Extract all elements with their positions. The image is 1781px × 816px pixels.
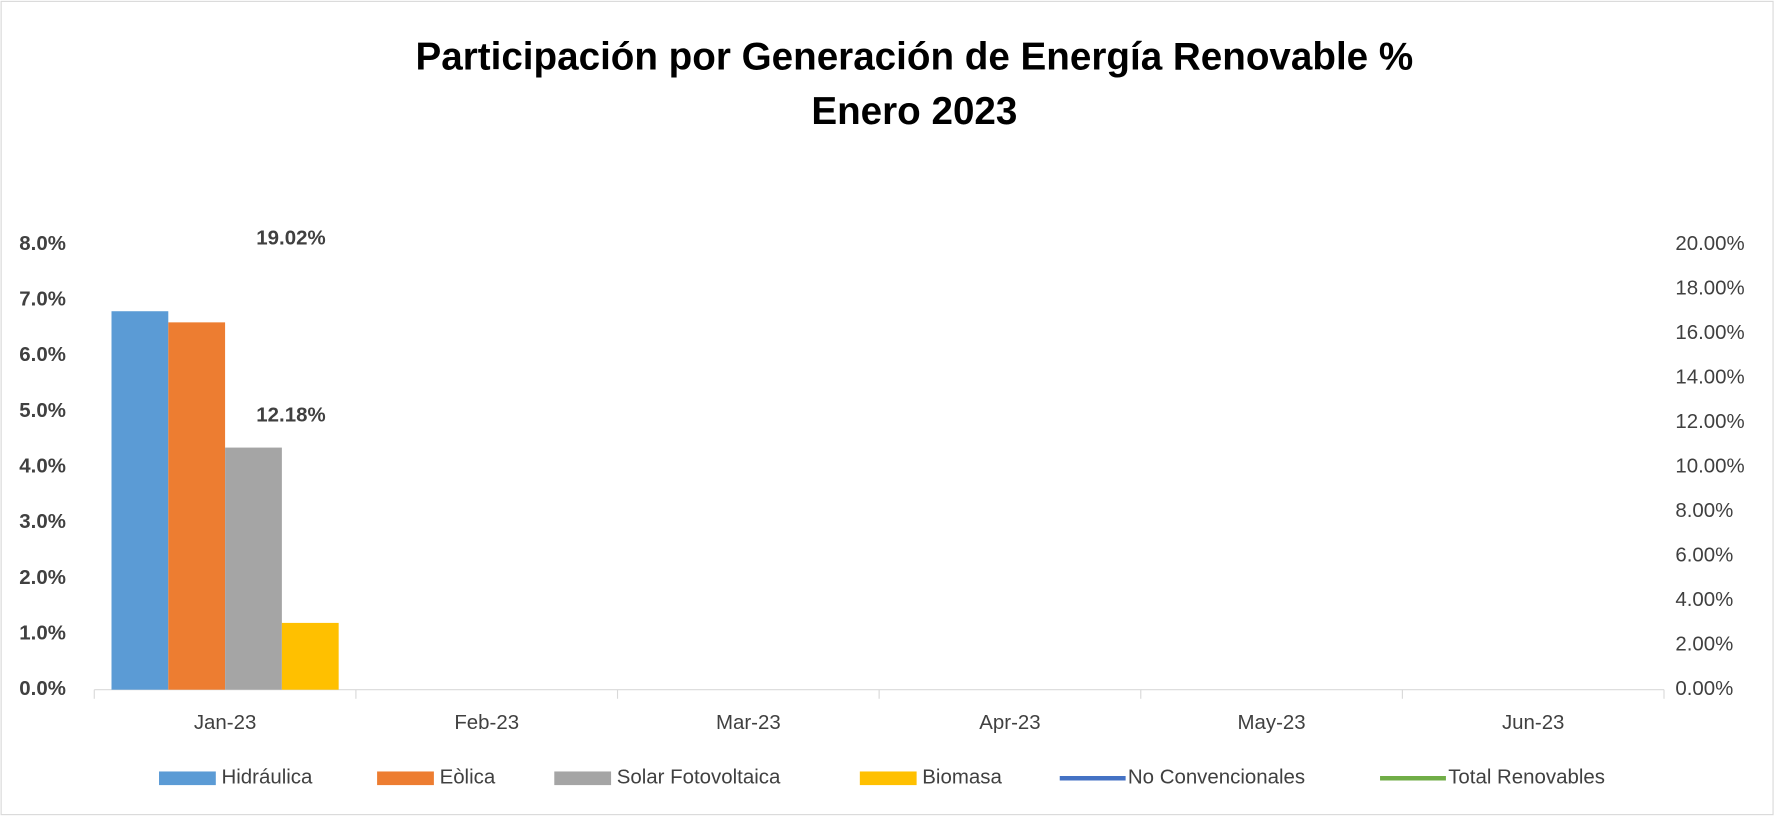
- legend-label: Biomasa: [922, 766, 1002, 789]
- bar: [281, 622, 339, 690]
- y2-tick-label: 6.00%: [1675, 544, 1733, 567]
- y2-tick-label: 0.00%: [1675, 677, 1733, 700]
- y-tick-label: 4.0%: [19, 454, 66, 477]
- legend-label: No Convencionales: [1128, 766, 1305, 789]
- y2-tick-label: 18.00%: [1675, 276, 1744, 299]
- legend-label: Eòlica: [440, 766, 496, 789]
- chart-title: Participación por Generación de Energía …: [416, 35, 1414, 78]
- legend-swatch: [159, 771, 216, 786]
- y2-tick-label: 4.00%: [1675, 588, 1733, 611]
- y2-tick-label: 14.00%: [1675, 365, 1744, 388]
- data-label: 12.18%: [256, 404, 325, 427]
- legend-swatch: [554, 771, 612, 786]
- x-tick-label: Jun-23: [1502, 711, 1565, 734]
- bar: [111, 311, 169, 690]
- legend-swatch: [377, 771, 434, 786]
- x-tick-label: Apr-23: [979, 711, 1040, 734]
- y-tick-label: 0.0%: [19, 677, 66, 700]
- y2-tick-label: 2.00%: [1675, 633, 1733, 656]
- chart-subtitle: Enero 2023: [811, 90, 1017, 133]
- y2-tick-label: 10.00%: [1675, 454, 1744, 477]
- legend-label: Total Renovables: [1448, 766, 1605, 789]
- y2-tick-label: 16.00%: [1675, 321, 1744, 344]
- legend-label: Solar Fotovoltaica: [617, 766, 781, 789]
- x-tick-label: Feb-23: [454, 711, 519, 734]
- x-tick-label: Mar-23: [716, 711, 781, 734]
- legend-swatch: [859, 771, 917, 786]
- y2-tick-label: 12.00%: [1675, 410, 1744, 433]
- y2-tick-label: 8.00%: [1675, 499, 1733, 522]
- y-tick-label: 6.0%: [19, 343, 66, 366]
- y-tick-label: 7.0%: [19, 288, 66, 311]
- y-tick-label: 3.0%: [19, 510, 66, 533]
- data-label: 19.02%: [256, 226, 325, 249]
- y-tick-label: 1.0%: [19, 621, 66, 644]
- y2-tick-label: 20.00%: [1675, 232, 1744, 255]
- y-tick-label: 5.0%: [19, 399, 66, 422]
- x-tick-label: May-23: [1237, 711, 1305, 734]
- y-tick-label: 2.0%: [19, 566, 66, 589]
- bar: [225, 447, 282, 690]
- bar: [168, 322, 226, 690]
- legend-label: Hidráulica: [221, 766, 313, 789]
- y-tick-label: 8.0%: [19, 232, 66, 255]
- x-tick-label: Jan-23: [194, 711, 257, 734]
